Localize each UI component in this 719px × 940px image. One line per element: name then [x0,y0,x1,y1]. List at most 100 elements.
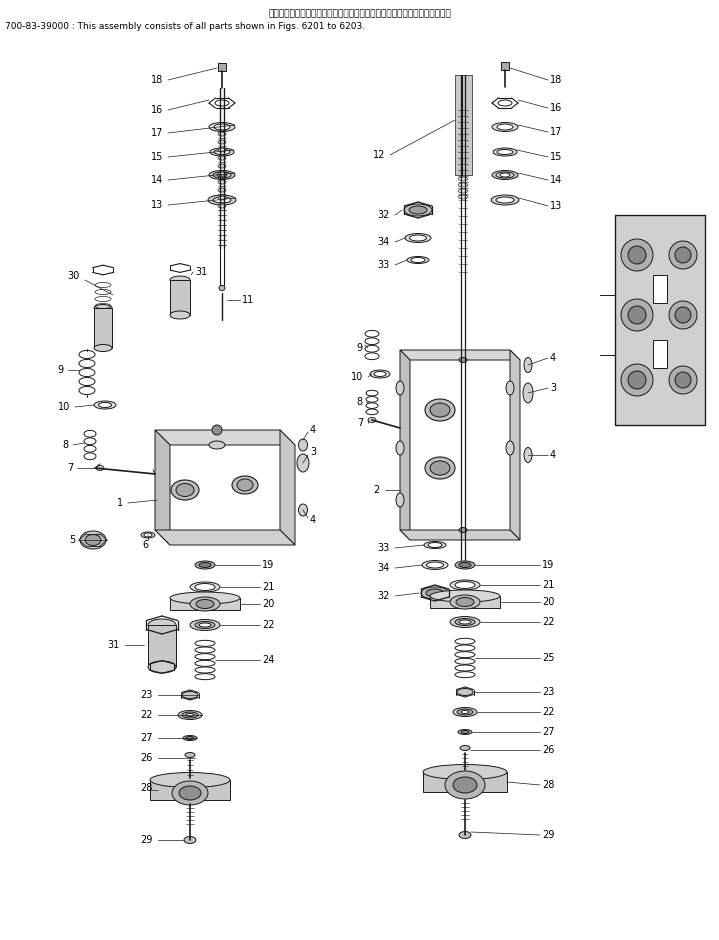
Ellipse shape [457,709,473,715]
Ellipse shape [232,476,258,494]
Text: 17: 17 [150,128,163,138]
Ellipse shape [458,111,468,115]
Polygon shape [423,772,507,792]
Ellipse shape [458,153,468,157]
Text: 10: 10 [351,372,363,382]
Ellipse shape [496,197,514,203]
Bar [170,280,190,315]
Ellipse shape [459,562,471,568]
Ellipse shape [493,148,517,156]
Text: 15: 15 [550,152,562,162]
Ellipse shape [170,311,190,319]
Ellipse shape [458,195,468,199]
Ellipse shape [496,172,514,178]
Ellipse shape [94,344,112,352]
Text: 14: 14 [151,175,163,185]
Ellipse shape [450,595,480,609]
Ellipse shape [218,164,226,168]
Ellipse shape [214,149,230,154]
Text: 700-83-39000 : This assembly consists of all parts shown in Figs. 6201 to 6203.: 700-83-39000 : This assembly consists of… [5,22,365,31]
Polygon shape [400,530,520,540]
Ellipse shape [461,730,469,733]
Ellipse shape [459,357,467,363]
Ellipse shape [199,562,211,568]
Circle shape [675,372,691,388]
Circle shape [669,301,697,329]
Ellipse shape [421,587,449,599]
Text: 5: 5 [69,535,75,545]
Ellipse shape [409,206,427,214]
Ellipse shape [458,171,468,175]
Text: 18: 18 [550,75,562,85]
Ellipse shape [85,535,101,545]
Ellipse shape [458,177,468,181]
Ellipse shape [80,531,106,549]
Ellipse shape [183,735,197,741]
Circle shape [675,307,691,323]
Polygon shape [400,350,410,540]
Ellipse shape [458,183,468,187]
Polygon shape [170,598,240,610]
Ellipse shape [185,753,195,758]
Ellipse shape [178,711,202,719]
Text: 19: 19 [262,560,274,570]
Ellipse shape [237,479,253,491]
Text: 33: 33 [377,260,390,270]
Ellipse shape [396,493,404,507]
Ellipse shape [213,172,231,178]
Ellipse shape [368,417,376,422]
Ellipse shape [506,381,514,395]
Ellipse shape [456,598,474,606]
Ellipse shape [492,122,518,132]
Ellipse shape [450,580,480,590]
Circle shape [621,364,653,396]
Ellipse shape [430,461,450,475]
Ellipse shape [148,661,176,673]
Text: 31: 31 [108,640,120,650]
Polygon shape [155,530,295,545]
Text: 29: 29 [141,835,153,845]
Ellipse shape [96,465,104,471]
Ellipse shape [209,441,225,449]
Ellipse shape [458,129,468,133]
Circle shape [212,425,222,435]
Ellipse shape [199,623,211,627]
Text: 25: 25 [542,653,554,663]
Ellipse shape [186,737,194,740]
Ellipse shape [209,122,235,132]
Text: 26: 26 [141,753,153,763]
Ellipse shape [428,542,442,547]
Ellipse shape [460,745,470,750]
Polygon shape [150,780,230,800]
Text: 31: 31 [195,267,207,277]
Text: 20: 20 [542,597,554,607]
Ellipse shape [190,597,220,611]
Bar [653,340,667,368]
Ellipse shape [455,619,475,625]
Text: 22: 22 [262,620,275,630]
Polygon shape [510,350,520,540]
Text: 8: 8 [357,397,363,407]
Ellipse shape [370,370,390,378]
Polygon shape [455,75,472,175]
Circle shape [669,366,697,394]
Ellipse shape [218,180,226,184]
Text: 22: 22 [542,707,554,717]
Ellipse shape [148,619,176,631]
Polygon shape [400,350,520,360]
Ellipse shape [396,381,404,395]
Text: 8: 8 [62,440,68,450]
Ellipse shape [492,170,518,180]
Polygon shape [430,596,500,608]
Ellipse shape [144,533,152,537]
Text: 26: 26 [542,745,554,755]
Text: 15: 15 [150,152,163,162]
Circle shape [669,241,697,269]
Text: 32: 32 [377,210,390,220]
Ellipse shape [186,713,194,716]
Ellipse shape [423,764,507,779]
Ellipse shape [455,561,475,569]
Text: 4: 4 [550,450,556,460]
Ellipse shape [455,582,475,588]
Ellipse shape [458,117,468,121]
